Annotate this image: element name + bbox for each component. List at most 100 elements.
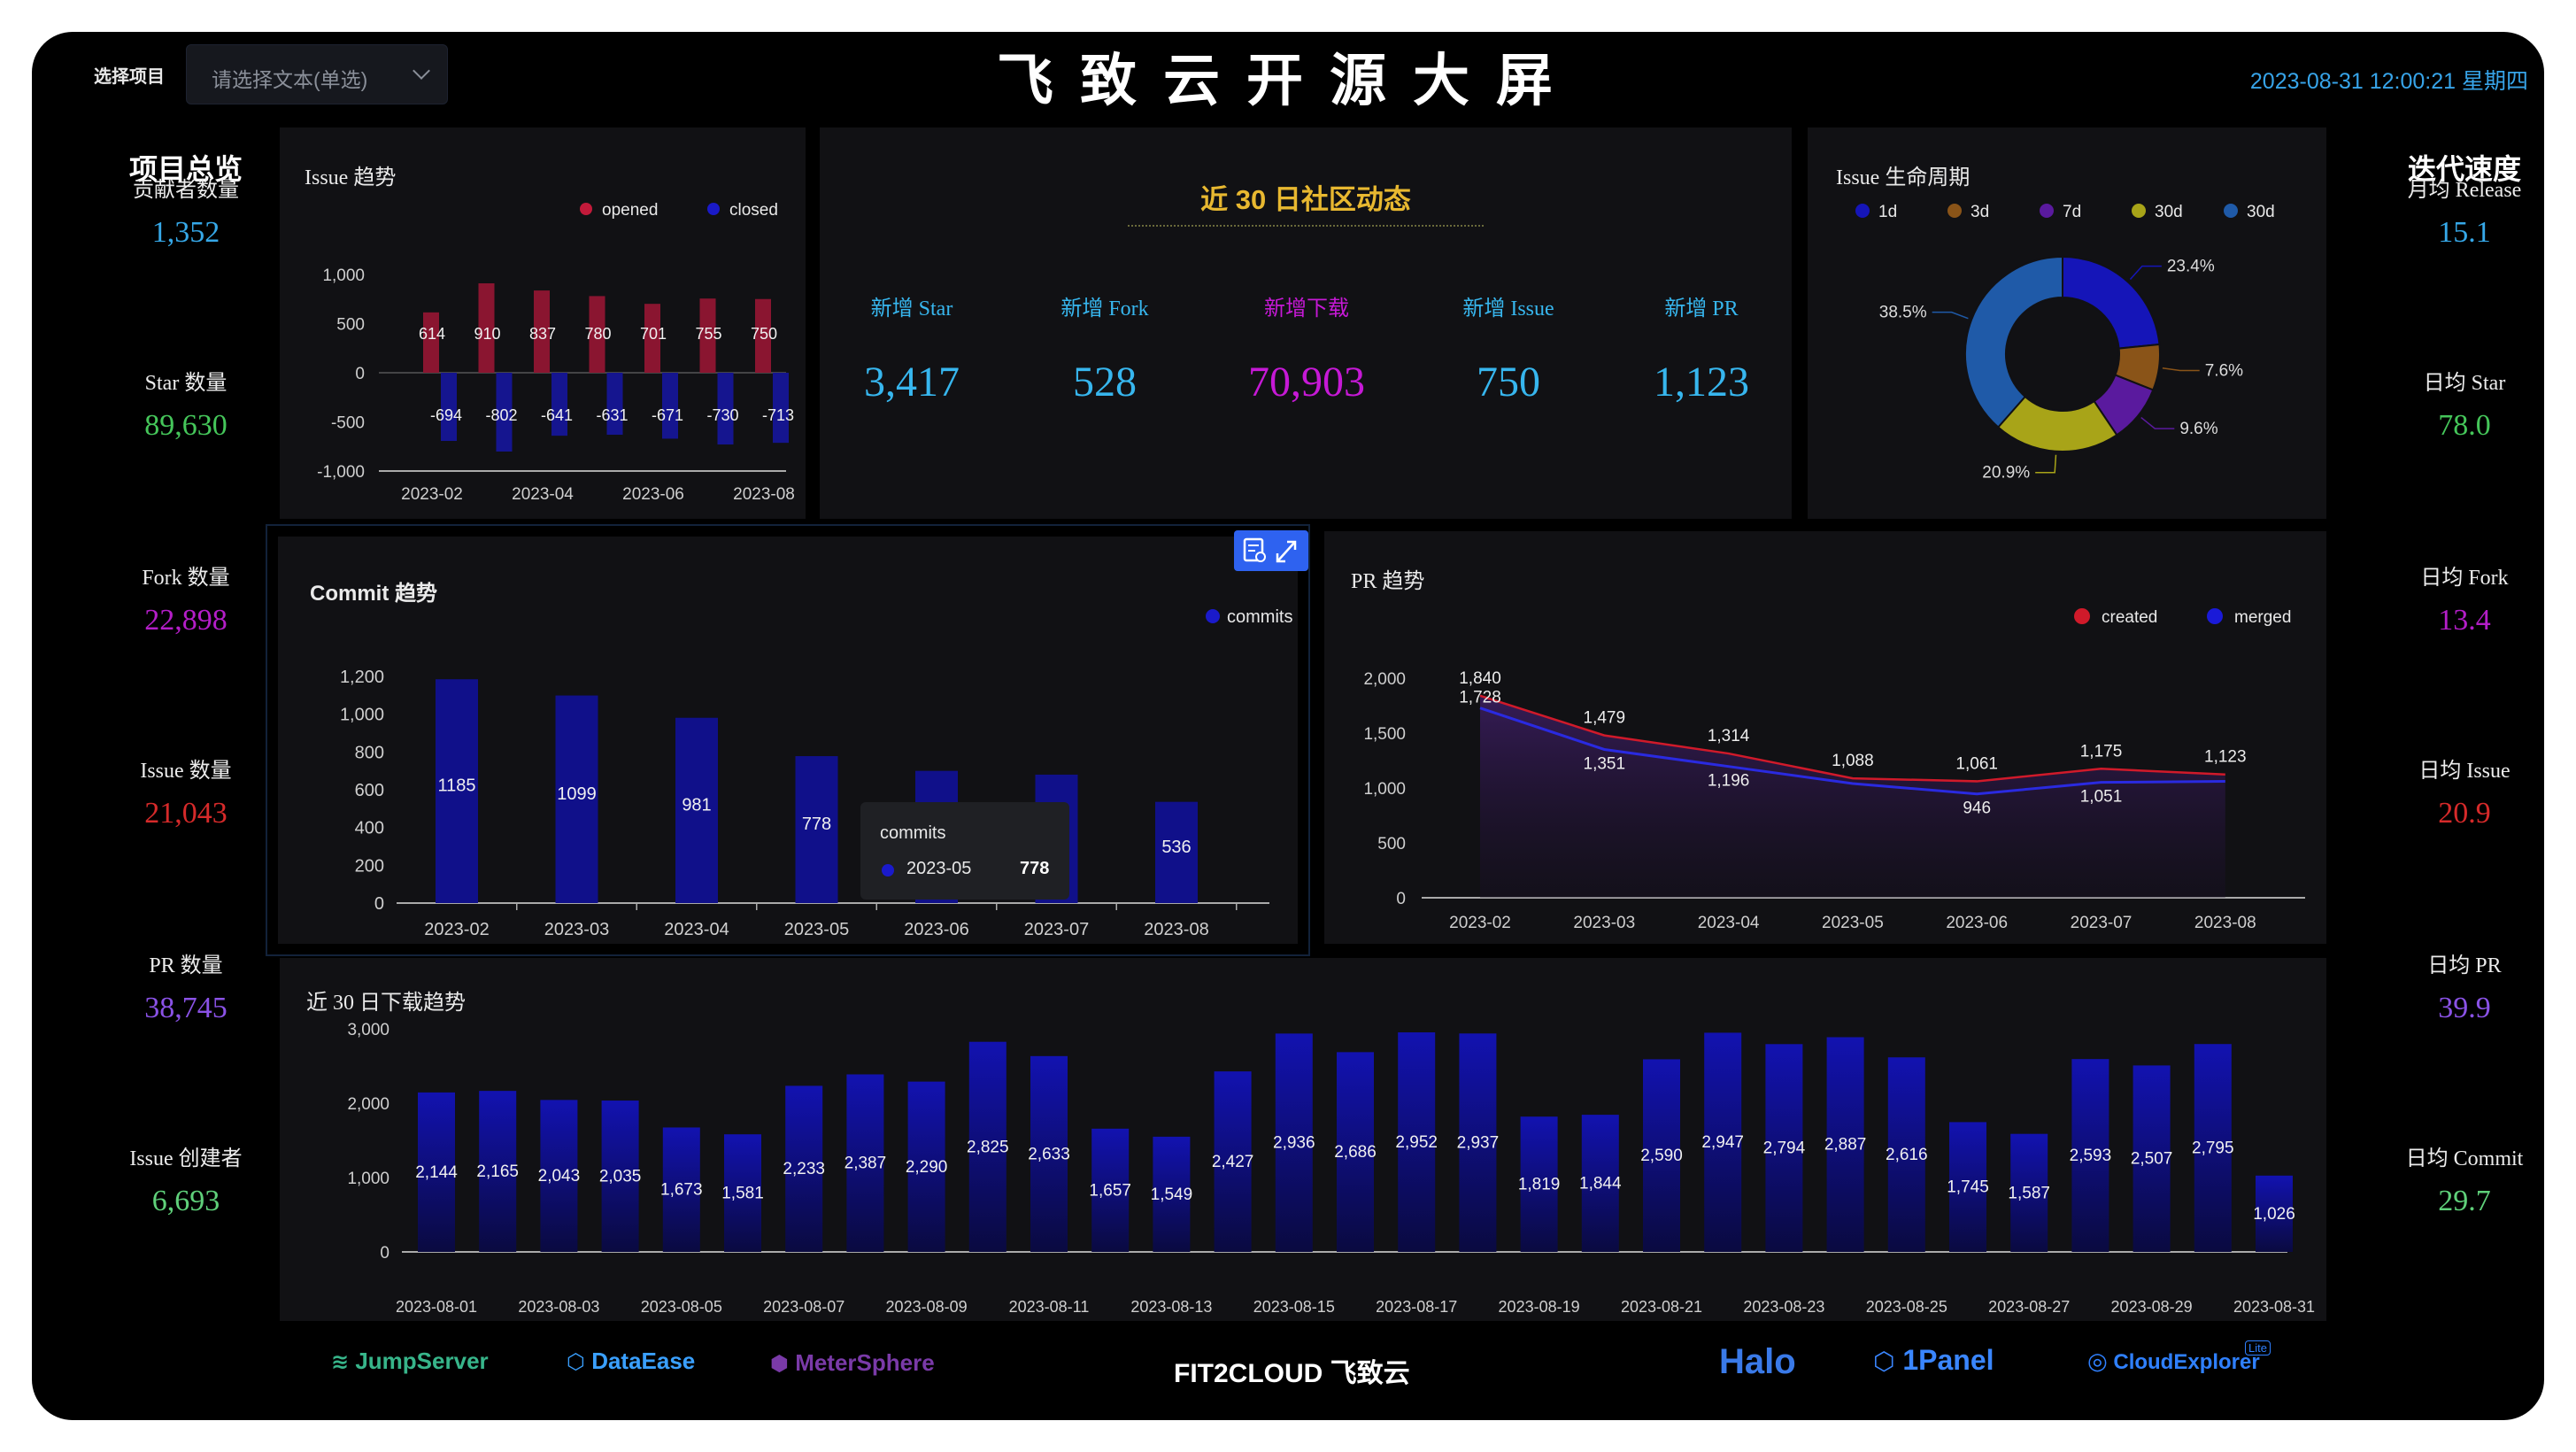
- x-tick-label: 2023-08-25: [1866, 1298, 1947, 1316]
- opened-value-label: 837: [529, 325, 556, 343]
- closed-bar: [441, 373, 457, 442]
- pie-leader-line: [1932, 311, 1969, 320]
- pie-slice-label: 20.9%: [1982, 464, 2030, 483]
- overview-stat-value: 21,043: [144, 797, 228, 830]
- x-tick-label: 2023-04: [1698, 914, 1760, 932]
- pie-leader-line: [2162, 367, 2200, 372]
- x-tick-label: 2023-08: [733, 485, 795, 504]
- jumpserver-logo[interactable]: ≋ JumpServer: [331, 1348, 489, 1375]
- opened-bar: [755, 298, 771, 373]
- download-bar: [1949, 1122, 1986, 1252]
- x-tick-label: 2023-08-03: [518, 1298, 599, 1316]
- download-bar: [846, 1074, 884, 1252]
- cloudexplorer-icon: ◎: [2087, 1348, 2108, 1374]
- metersphere-name: MeterSphere: [795, 1349, 935, 1376]
- closed-bar: [773, 373, 789, 444]
- community-item-value: 750: [1477, 359, 1540, 405]
- halo-logo[interactable]: Halo: [1719, 1342, 1796, 1381]
- x-tick-label: 2023-06: [904, 920, 968, 939]
- velocity-stat-label: 日均 Star: [2423, 372, 2506, 395]
- community-panel: 近 30 日社区动态 新增 Star 3,417 新增 Fork 528 新增下载 70,…: [820, 127, 1792, 519]
- project-select-placeholder: 请选择文本(单选): [212, 68, 368, 91]
- community-item-label: 新增下载: [1264, 297, 1349, 321]
- x-tick-label: 2023-08-09: [886, 1298, 968, 1316]
- overview-stat-label: Star 数量: [144, 372, 228, 395]
- download-bar: [2133, 1065, 2171, 1252]
- metersphere-logo[interactable]: ⬢ MeterSphere: [770, 1349, 935, 1377]
- opened-value-label: 780: [584, 325, 611, 343]
- dataease-logo[interactable]: ⬡ DataEase: [567, 1348, 695, 1375]
- commit-value-label: 1185: [437, 776, 475, 796]
- legend-marker: [2132, 204, 2146, 218]
- download-value-label: 1,673: [660, 1181, 703, 1200]
- community-item-label: 新增 Issue: [1462, 297, 1554, 321]
- commit-bar: [795, 756, 838, 903]
- merged-value-label: 1,051: [2080, 788, 2123, 807]
- download-value-label: 2,427: [1212, 1153, 1254, 1171]
- y-tick-label: 400: [355, 819, 384, 838]
- pr-area: [1480, 695, 2225, 898]
- cloudexplorer-logo[interactable]: ◎ CloudExplorer: [2087, 1348, 2260, 1375]
- closed-value-label: -730: [706, 406, 738, 424]
- fit2cloud-logo[interactable]: FIT2CLOUD 飞致云: [1174, 1359, 1410, 1388]
- opened-bar: [423, 312, 439, 373]
- created-value-label: 1,479: [1584, 709, 1626, 728]
- created-value-label: 1,061: [1955, 754, 1998, 773]
- legend-label: 30d: [2155, 203, 2183, 221]
- x-tick-label: 2023-08-15: [1253, 1298, 1335, 1316]
- closed-bar: [496, 373, 513, 452]
- lifecycle-chart: 23.4% 7.6% 9.6% 20.9% 38.5% 1d 3d 7d 30d 30d: [1855, 203, 2275, 483]
- opened-value-label: 755: [695, 325, 721, 343]
- y-tick-label: 0: [380, 1244, 389, 1263]
- dashboard-frame: 选择项目 请选择文本(单选) 飞致云开源大屏 2023-08-31 12:00:…: [32, 32, 2544, 1420]
- fullscreen-icon[interactable]: [1276, 540, 1297, 563]
- project-select-label: 选择项目: [94, 67, 165, 87]
- title-underline: [1128, 225, 1484, 227]
- download-bar: [1826, 1037, 1864, 1252]
- legend-marker: [707, 203, 720, 215]
- download-value-label: 2,233: [783, 1160, 825, 1178]
- download-bar: [2010, 1133, 2048, 1252]
- download-value-label: 1,819: [1518, 1176, 1561, 1194]
- data-view-icon[interactable]: [1243, 537, 1266, 562]
- downloads-title: 近 30 日下载趋势: [306, 992, 466, 1015]
- y-tick-label: 200: [355, 856, 384, 876]
- opened-bar: [644, 304, 660, 373]
- x-tick-label: 2023-06: [622, 485, 684, 504]
- x-tick-label: 2023-08-21: [1621, 1298, 1702, 1316]
- legend-label: 7d: [2063, 203, 2081, 221]
- project-select[interactable]: 请选择文本(单选): [186, 44, 448, 104]
- commit-bar: [436, 679, 478, 903]
- download-value-label: 2,952: [1395, 1133, 1438, 1152]
- overview-stat-label: Issue 数量: [140, 760, 232, 783]
- y-tick-label: 1,500: [1363, 725, 1406, 744]
- download-value-label: 2,144: [415, 1163, 458, 1182]
- pie-slice: [1964, 255, 2063, 429]
- x-tick-label: 2023-08-13: [1130, 1298, 1212, 1316]
- created-value-label: 1,088: [1832, 752, 1874, 770]
- downloads-chart: 3,000 2,000 1,000 0 2,144 2,165 2,043 2,035 1,67…: [347, 1021, 2315, 1316]
- commit-bar: [555, 695, 598, 903]
- x-tick-label: 2023-04: [664, 920, 729, 939]
- y-tick-label: 0: [374, 894, 384, 914]
- y-tick-label: 0: [1396, 890, 1406, 908]
- pie-slice: [2062, 255, 2161, 350]
- commit-value-label: 536: [1161, 838, 1191, 857]
- closed-value-label: -802: [485, 406, 517, 424]
- pr-trend-panel: PR 趋势 2,000 1,500 1,000 500 0 1,840 1,728 2023-…: [1324, 531, 2326, 944]
- download-value-label: 2,387: [845, 1155, 887, 1173]
- download-bar: [724, 1134, 761, 1252]
- community-item-value: 528: [1073, 359, 1137, 405]
- merged-value-label: 946: [1963, 799, 1991, 818]
- velocity-stat-label: 日均 Fork: [2420, 567, 2509, 590]
- pie-slice-label: 7.6%: [2205, 361, 2243, 380]
- download-value-label: 2,507: [2131, 1150, 2173, 1169]
- download-bar: [1643, 1059, 1680, 1252]
- created-value-label: 1,175: [2080, 742, 2123, 761]
- y-tick-label: 500: [1377, 835, 1406, 853]
- 1panel-logo[interactable]: ⬡ 1Panel: [1873, 1344, 1994, 1377]
- download-value-label: 2,825: [967, 1138, 1009, 1156]
- download-bar: [968, 1041, 1006, 1252]
- x-tick-label: 2023-08-23: [1743, 1298, 1824, 1316]
